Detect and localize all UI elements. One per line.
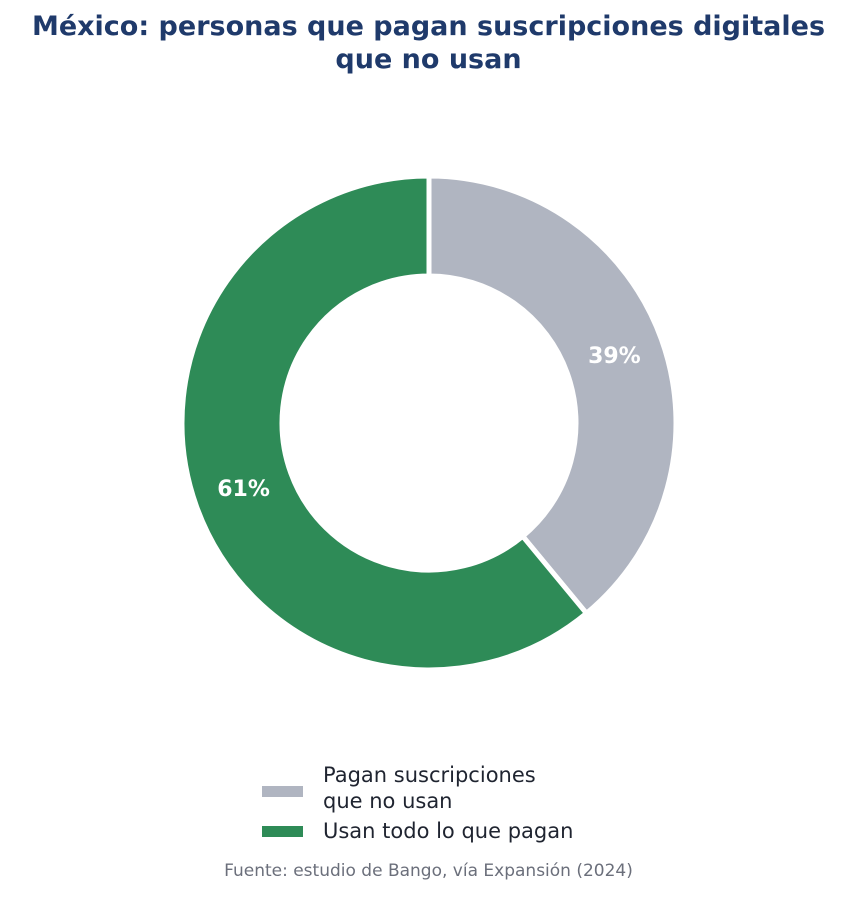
chart-title-line-1: México: personas que pagan suscripciones… bbox=[31, 11, 826, 42]
slice-label-no-usan: 39% bbox=[588, 344, 641, 369]
legend-label-no-usan: Pagan suscripciones que no usan bbox=[323, 762, 536, 814]
legend-item-no-usan: Pagan suscripciones que no usan bbox=[262, 762, 573, 814]
donut-chart: 39% 61% bbox=[179, 173, 679, 673]
legend-item-usan-todo: Usan todo lo que pagan bbox=[262, 818, 573, 844]
slice-label-usan-todo: 61% bbox=[217, 477, 270, 502]
legend-label-no-usan-line-1: Pagan suscripciones bbox=[323, 763, 536, 787]
donut-slice-usan-todo bbox=[179, 173, 590, 673]
legend-swatch-usan-todo bbox=[262, 826, 303, 837]
legend-swatch-no-usan bbox=[262, 786, 303, 797]
source-note: Fuente: estudio de Bango, vía Expansión … bbox=[224, 861, 633, 881]
donut-slice-no-usan bbox=[426, 173, 679, 617]
chart-title: México: personas que pagan suscripciones… bbox=[0, 10, 857, 76]
legend-label-usan-todo-line-1: Usan todo lo que pagan bbox=[323, 819, 574, 843]
chart-legend: Pagan suscripciones que no usan Usan tod… bbox=[262, 762, 573, 848]
legend-label-usan-todo: Usan todo lo que pagan bbox=[323, 818, 573, 844]
chart-title-line-2: que no usan bbox=[335, 44, 522, 75]
legend-label-no-usan-line-2: que no usan bbox=[323, 789, 453, 813]
